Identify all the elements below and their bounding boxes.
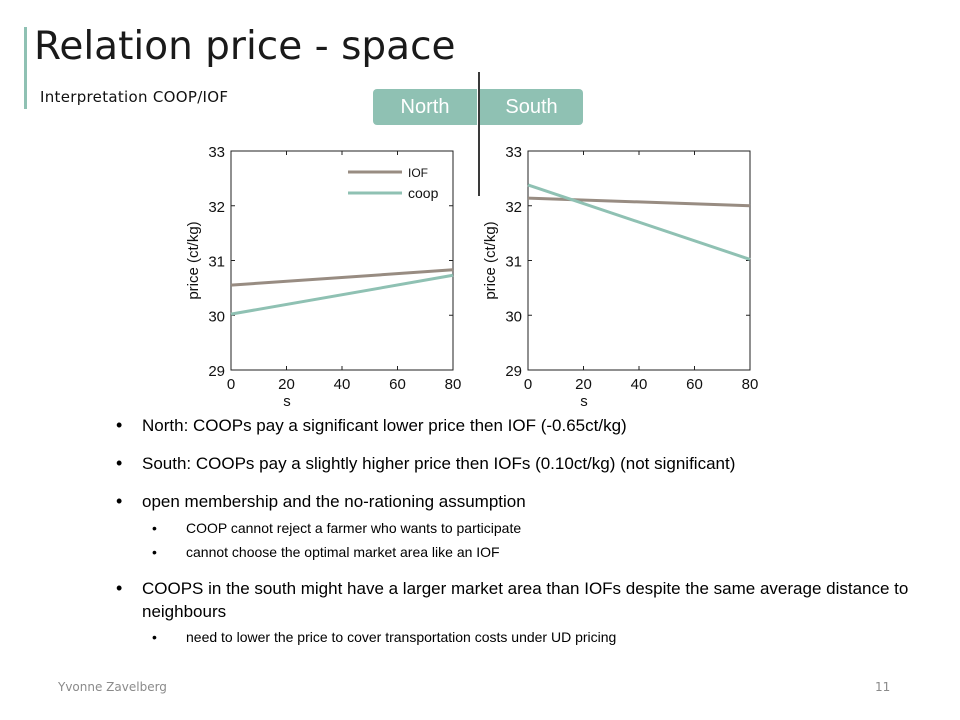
series-line-coop (527, 183, 751, 261)
legend-label-coop: coop (408, 185, 439, 201)
sub-bullet-group-membership: COOP cannot reject a farmer who wants to… (116, 518, 916, 562)
plot-frame (230, 150, 454, 371)
x-axis-label: s (283, 393, 291, 410)
footer-author: Yvonne Zavelberg (58, 680, 167, 694)
y-tick-label: 29 (208, 363, 225, 380)
chart-south: 29 30 31 32 33 0 20 40 60 80 s price (ct/kg) (482, 144, 758, 410)
x-tick-label: 0 (227, 376, 235, 393)
region-tag-south: South (480, 89, 583, 125)
x-tick-label: 20 (278, 376, 295, 393)
plot-frame (527, 150, 751, 371)
y-axis-label: price (ct/kg) (185, 221, 202, 299)
y-tick-label: 29 (505, 363, 522, 380)
sub-bullet-reject: COOP cannot reject a farmer who wants to… (116, 518, 916, 538)
bullet-south: South: COOPs pay a slightly higher price… (116, 452, 916, 475)
series-line-coop (230, 273, 454, 316)
x-tick-label: 60 (686, 376, 703, 393)
x-tick-label: 0 (524, 376, 532, 393)
x-tick-label: 40 (631, 376, 648, 393)
y-tick-label: 33 (505, 144, 522, 161)
chart-north: 29 30 31 32 33 0 20 40 60 80 s price (ct/kg) IOF coop (185, 144, 461, 410)
y-axis-label: price (ct/kg) (482, 221, 499, 299)
x-tick-label: 60 (389, 376, 406, 393)
slide-subtitle: Interpretation COOP/IOF (40, 88, 229, 106)
x-tick-label: 80 (445, 376, 462, 393)
y-tick-label: 30 (208, 308, 225, 325)
y-tick-label: 33 (208, 144, 225, 161)
x-tick-label: 20 (575, 376, 592, 393)
series-line-iof (527, 196, 751, 208)
slide-title: Relation price - space (34, 24, 456, 69)
y-tick-label: 31 (208, 254, 225, 271)
y-tick-label: 32 (505, 199, 522, 216)
sub-bullet-market-area: cannot choose the optimal market area li… (116, 542, 916, 562)
y-tick-label: 32 (208, 199, 225, 216)
bullet-open-membership: open membership and the no-rationing ass… (116, 490, 916, 513)
y-tick-label: 30 (505, 308, 522, 325)
bullet-coops-south: COOPS in the south might have a larger m… (116, 577, 916, 623)
series-line-iof (230, 268, 454, 287)
bullet-list: North: COOPs pay a significant lower pri… (116, 414, 916, 647)
sub-bullet-transport-costs: need to lower the price to cover transpo… (116, 627, 916, 647)
legend-label-iof: IOF (408, 166, 428, 180)
title-accent-bar (24, 27, 27, 109)
north-south-divider (478, 72, 480, 196)
x-tick-label: 40 (334, 376, 351, 393)
bullet-north: North: COOPs pay a significant lower pri… (116, 414, 916, 437)
y-tick-label: 31 (505, 254, 522, 271)
x-axis-label: s (580, 393, 588, 410)
x-tick-label: 80 (742, 376, 759, 393)
footer-page-number: 11 (875, 680, 891, 694)
region-tag-north: North (373, 89, 477, 125)
